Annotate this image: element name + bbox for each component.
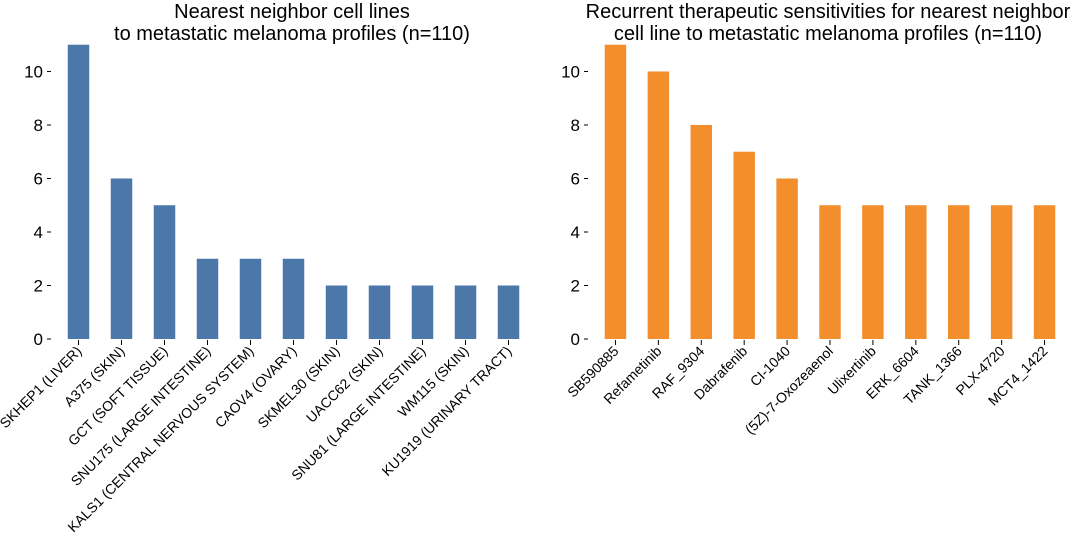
y-tick-label: 8 — [34, 116, 43, 135]
y-tick-label: 2 — [34, 276, 43, 295]
x-tick-label: UACC62 (SKIN) — [303, 343, 386, 426]
chart-title-line-1: Nearest neighbor cell lines — [174, 1, 410, 23]
chart-therapeutic-sensitivities: Recurrent therapeutic sensitivities for … — [561, 1, 1071, 437]
y-tick-label: 6 — [571, 169, 580, 188]
bar — [905, 205, 927, 339]
bar — [325, 285, 348, 339]
bar — [153, 205, 176, 339]
bar — [1033, 205, 1056, 339]
bar — [67, 44, 90, 339]
bar — [819, 205, 841, 339]
y-tick-label: 6 — [34, 169, 43, 188]
bar — [948, 205, 970, 339]
y-tick-label: 2 — [571, 276, 580, 295]
bar — [282, 258, 305, 339]
y-tick-label: 4 — [571, 223, 580, 242]
bar — [733, 151, 755, 339]
bar — [647, 71, 670, 339]
y-tick-label: 10 — [561, 62, 580, 81]
chart-title-line-2: to metastatic melanoma profiles (n=110) — [114, 23, 470, 45]
bar — [110, 178, 133, 339]
chart-title-line-1: Recurrent therapeutic sensitivities for … — [586, 1, 1071, 23]
bar — [196, 258, 219, 339]
bar — [368, 285, 391, 339]
bar — [690, 124, 712, 339]
y-tick-label: 0 — [34, 330, 43, 349]
bar — [454, 285, 477, 339]
bar — [990, 205, 1013, 339]
y-tick-label: 4 — [34, 223, 43, 242]
y-tick-label: 8 — [571, 116, 580, 135]
y-tick-label: 0 — [571, 330, 580, 349]
y-tick-label: 10 — [24, 62, 43, 81]
bar — [776, 178, 798, 339]
bar — [239, 258, 262, 339]
bar — [862, 205, 884, 339]
bar — [604, 44, 627, 339]
chart-title-line-2: cell line to metastatic melanoma profile… — [614, 23, 1042, 45]
bar — [411, 285, 434, 339]
bar — [497, 285, 520, 339]
